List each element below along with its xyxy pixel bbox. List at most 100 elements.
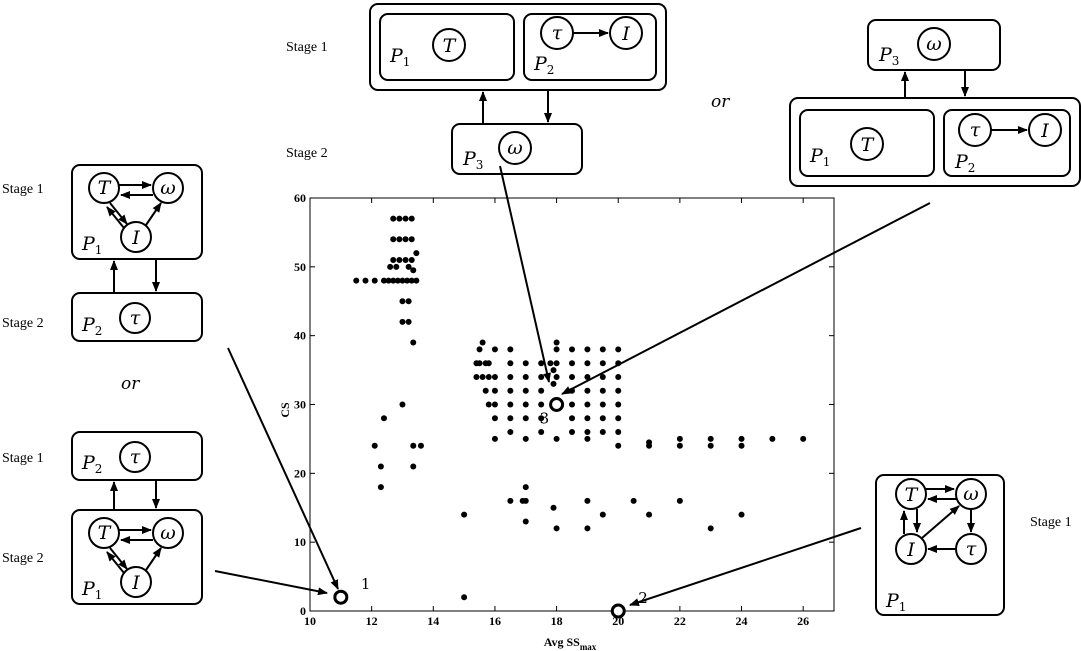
group-label: P3 [462,148,483,172]
highlighted-point [549,397,565,412]
data-point [538,373,545,380]
data-point [380,415,387,422]
data-point [646,511,653,518]
data-point [738,442,745,449]
node [432,28,466,62]
data-point [507,415,514,422]
node [609,16,643,50]
data-point [676,435,683,442]
data-point [584,360,591,367]
data-point [569,429,575,436]
data-point [569,415,575,422]
highlighted-points: 1 2 3 [333,397,648,619]
data-point [553,373,560,380]
diagram-top-center: Stage 1 Stage 2 P1 T P2 τ I P3 ω [286,3,667,175]
data-point [405,263,412,270]
data-point [553,346,560,353]
data-point [599,346,606,353]
data-point [476,346,483,353]
data-point [473,373,480,380]
x-tick-label: 12 [366,614,378,628]
data-point [396,256,403,263]
y-tick-label: 30 [294,398,306,412]
node-label: ω [963,483,979,505]
node-label: ω [160,522,176,544]
y-tick-label: 40 [294,329,306,343]
data-point [377,484,384,491]
x-tick-label: 24 [736,614,748,628]
stage-label: Stage 2 [2,551,44,566]
data-point [380,277,387,284]
data-point [461,594,468,601]
x-axis-label: Avg SSmax [544,635,597,651]
data-point [769,435,776,442]
node-label: ω [507,137,523,159]
data-point [584,435,591,442]
stage-box [71,431,203,481]
node-label: I [906,539,915,561]
node-label: I [1040,120,1049,142]
node-label: ω [926,33,942,55]
data-point [396,215,403,222]
y-tick-label: 10 [294,535,306,549]
data-point [599,415,606,422]
y-tick-label: 0 [300,604,306,618]
data-point [615,442,622,449]
data-point [630,497,637,504]
highlighted-point-label: 1 [361,575,371,593]
data-point [553,339,560,346]
edge-arrow [921,505,960,539]
data-point [491,401,498,408]
data-point [676,442,683,449]
highlighted-point-label: 3 [540,410,550,428]
node-label: T [905,484,919,506]
data-point [390,277,397,284]
data-point [522,518,529,525]
group-label: P1 [389,45,410,69]
node-label: τ [966,538,977,560]
stage-label: Stage 2 [2,316,44,331]
data-point [402,215,409,222]
group-box [523,13,657,81]
x-tick-label: 10 [304,614,316,628]
data-point [413,277,420,284]
node [119,441,151,473]
data-point [399,318,406,325]
data-point [507,497,514,504]
data-point [417,442,424,449]
node-label: T [98,177,112,199]
group-label: P2 [81,314,102,338]
data-point [402,236,409,243]
node-label: τ [130,307,141,329]
stage-label: Stage 1 [2,451,44,466]
diagram-top-right: P3 ω P1 T P2 τ I [789,19,1081,187]
group-label: P1 [885,590,906,614]
group-label: P2 [81,452,102,476]
data-point [553,360,560,367]
data-point [491,415,498,422]
data-point [615,429,622,436]
data-point [522,435,529,442]
node-label: ω [160,177,176,199]
data-point [402,256,409,263]
data-point [491,435,498,442]
data-point [707,442,714,449]
stage-box [369,3,667,91]
data-point [399,401,406,408]
edge-arrow [145,202,162,226]
pointer-arrow [561,202,931,395]
data-point [538,401,545,408]
data-point [547,360,554,367]
node [152,172,184,204]
data-point [404,277,411,284]
node-label: I [131,572,140,594]
data-point [553,525,560,532]
stage-label: Stage 1 [2,182,44,197]
data-point [491,373,498,380]
data-point [485,360,492,367]
y-tick-label: 20 [294,466,306,480]
group-label: P2 [533,53,554,77]
group-box [943,109,1071,177]
data-point [584,401,591,408]
group-label: P1 [81,578,102,602]
